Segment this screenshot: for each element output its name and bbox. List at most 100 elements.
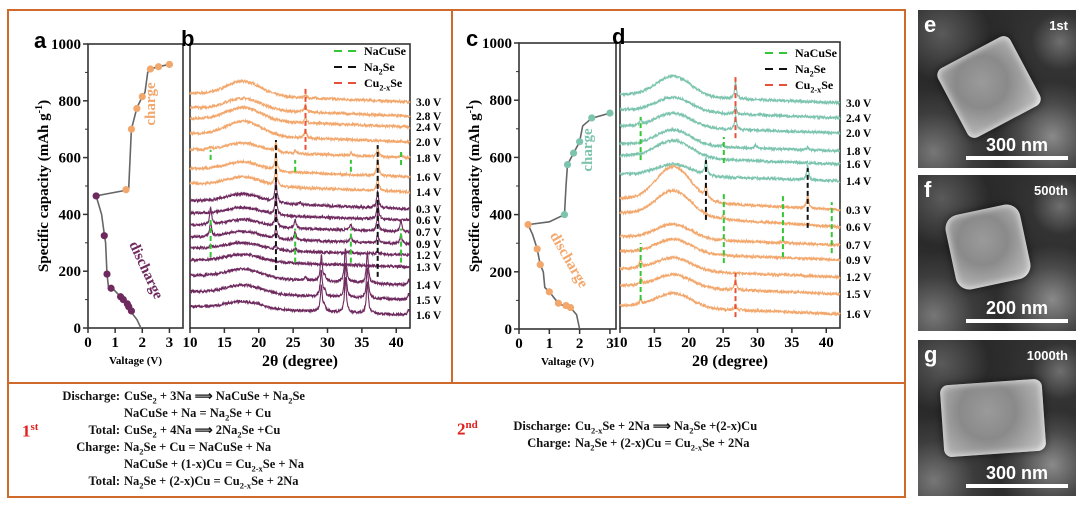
discharge-point: [554, 299, 563, 307]
panel-label-a: a: [34, 28, 47, 53]
legend-label: NaCuSe: [364, 44, 407, 58]
xrd-trace: [189, 139, 411, 161]
charge-point: [560, 211, 569, 219]
x-axis-label: 2θ (degree): [262, 353, 338, 370]
y-axis-label: Specific capacity (mAh g-1): [34, 100, 52, 272]
discharge-annotation: discharge: [125, 239, 166, 302]
panel-label-b: b: [181, 26, 194, 51]
outer-frame: [7, 9, 906, 498]
y-tick-label: 1000: [51, 37, 81, 53]
reaction-equation: CuSe2 + 3Na ⟹ NaCuSe + Na2Se: [124, 389, 305, 406]
y-tick-label: 800: [59, 94, 82, 110]
reaction-equation: Na2Se + (2-x)Cu = Cu2-xSe + 2Na: [575, 436, 750, 453]
y-tick-label: 600: [59, 151, 82, 167]
scale-bar: [966, 156, 1068, 160]
y-tick-label: 0: [505, 322, 513, 338]
plot-frame: [87, 43, 184, 329]
reaction-line: Charge: Na2Se + Cu = NaCuSe + Na: [40, 439, 305, 456]
x-tick-label: 35: [354, 335, 369, 351]
reaction-equation: CuSe2 + 4Na ⟹ 2Na2Se +Cu: [124, 423, 281, 440]
x-tick-label: 10: [613, 335, 628, 351]
reaction-label: Discharge:: [513, 419, 571, 433]
trace-voltage-label: 0.6 V: [416, 215, 442, 227]
reaction-equation: Na2Se + (2-x)Cu = Cu2-xSe + 2Na: [124, 474, 299, 491]
xrd-trace: [619, 221, 841, 248]
panel-label-c: c: [466, 26, 478, 51]
reaction-label: Discharge:: [62, 389, 120, 403]
reaction-label: Charge:: [76, 440, 120, 454]
reaction-line: NaCuSe + (1-x)Cu = Cu2-xSe + Na: [40, 456, 305, 473]
trace-voltage-label: 1.4 V: [416, 187, 442, 199]
x-tick-label: 2: [576, 336, 584, 352]
y-tick-label: 400: [490, 208, 513, 224]
xrd-trace: [619, 163, 841, 212]
xrd-trace: [189, 222, 411, 247]
x-tick-label: 0: [515, 336, 523, 352]
y-tick-label: 1000: [482, 36, 512, 52]
legend-label: Na2Se: [364, 60, 395, 77]
xrd-trace: [189, 239, 411, 258]
trace-voltage-label: 1.2 V: [416, 250, 442, 262]
capacity-plot-c: 0 200 400 600 800 1000 0 1 2 3 Valtage (V) Specific…: [465, 36, 617, 368]
trace-voltage-label: 2.4 V: [846, 113, 872, 125]
reaction-line: Discharge: Cu2-xSe + 2Na ⟹ Na2Se +(2-x)Cu: [455, 418, 757, 435]
discharge-point: [92, 192, 100, 200]
y-axis-label: Specific capacity (mAh g-1): [465, 100, 483, 272]
xrd-trace: [619, 157, 841, 184]
discharge-point: [127, 307, 136, 315]
reaction-label: Charge:: [527, 436, 571, 450]
cycle-label: 500th: [1034, 183, 1068, 198]
x-tick-label: 20: [251, 335, 266, 351]
x-tick-label: 25: [716, 335, 731, 351]
reaction-equation: Cu2-xSe + 2Na ⟹ Na2Se +(2-x)Cu: [575, 419, 758, 436]
trace-voltage-label: 1.5 V: [416, 295, 442, 307]
discharge-point: [107, 284, 115, 292]
xrd-trace: [189, 248, 411, 288]
x-axis-label: 2θ (degree): [692, 353, 768, 370]
y-tick-label: 400: [59, 207, 82, 223]
trace-voltage-label: 1.8 V: [846, 146, 872, 158]
sem-image-f: f 500th 200 nm: [918, 175, 1076, 331]
cycle-suffix: st: [30, 421, 39, 433]
trace-voltage-label: 0.3 V: [846, 205, 872, 217]
trace-voltage-label: 3.0 V: [846, 98, 872, 110]
x-tick-label: 15: [647, 335, 662, 351]
reaction-equation: Na2Se + Cu = NaCuSe + Na: [124, 440, 272, 457]
charge-point: [154, 63, 163, 71]
trace-voltage-label: 0.3 V: [416, 204, 442, 216]
trace-voltage-label: 1.8 V: [416, 153, 442, 165]
cycle-number: 2: [457, 419, 466, 439]
trace-voltage-label: 1.6 V: [846, 159, 872, 171]
discharge-point: [100, 232, 108, 240]
charge-point: [569, 149, 578, 157]
trace-voltage-label: 0.6 V: [846, 222, 872, 234]
charge-annotation: charge: [143, 82, 159, 126]
y-tick-label: 0: [74, 321, 82, 337]
scale-bar: [966, 484, 1068, 488]
x-tick-label: 40: [389, 335, 404, 351]
legend-label: NaCuSe: [795, 46, 838, 60]
charge-point: [133, 104, 141, 113]
x-tick-label: 0: [84, 335, 92, 351]
discharge-point: [566, 303, 575, 312]
scale-bar-label: 300 nm: [985, 135, 1049, 155]
xrd-trace: [189, 194, 411, 223]
xrd-trace: [619, 187, 841, 230]
xrd-trace: [189, 178, 411, 212]
x-tick-label: 2: [139, 335, 147, 351]
xrd-trace: [619, 290, 841, 317]
panel-label-g: g: [924, 342, 938, 367]
xrd-trace: [189, 277, 411, 318]
x-tick-label: 3: [606, 336, 614, 352]
xrd-trace: [619, 254, 841, 281]
reaction-equation: NaCuSe + Na = Na2Se + Cu: [124, 406, 272, 423]
particle-cube: [939, 378, 1047, 458]
charge-point: [165, 60, 174, 69]
trace-voltage-label: 1.2 V: [846, 272, 872, 284]
y-tick-label: 600: [490, 150, 513, 166]
charge-point: [138, 92, 146, 101]
trace-voltage-label: 2.4 V: [416, 122, 442, 134]
charge-point: [606, 109, 614, 117]
reaction-line: Discharge: CuSe2 + 3Na ⟹ NaCuSe + Na2Se: [40, 388, 305, 405]
